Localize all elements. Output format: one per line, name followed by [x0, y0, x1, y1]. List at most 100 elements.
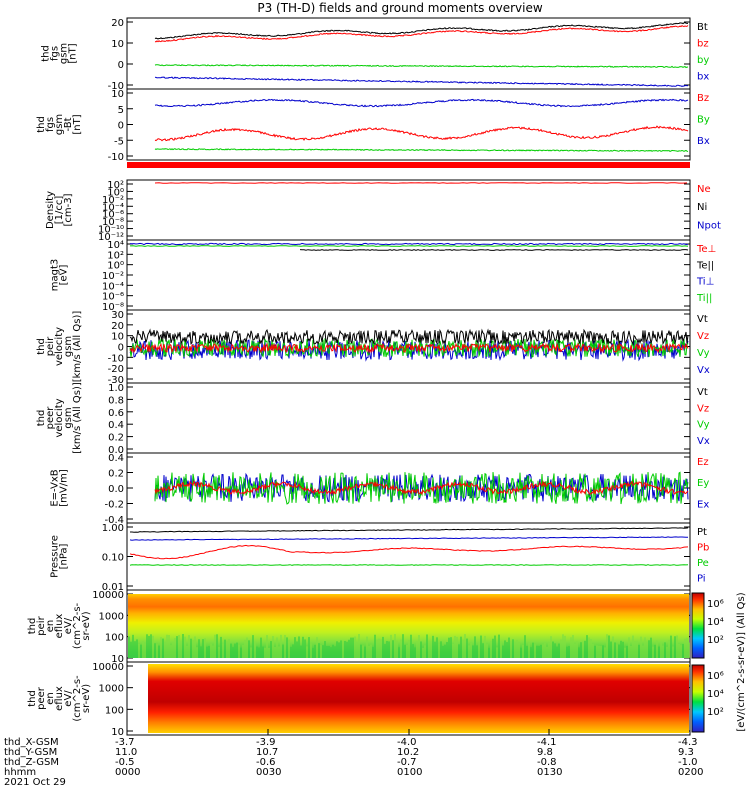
colorbar-tick-label: 10⁴: [707, 617, 724, 628]
spectrogram-noise: [572, 635, 574, 658]
legend-bt: Bt: [697, 22, 708, 33]
spectrogram-noise: [558, 643, 560, 658]
spectrogram-noise: [270, 641, 272, 658]
spectrogram-noise: [518, 642, 520, 658]
panel-efield: 0.4 0.2 0.0 -0.2 -0.4 E=-VxB[mV/m] Ez Ey Ex: [50, 452, 709, 526]
spectrogram-noise: [186, 645, 188, 658]
spectrogram-noise: [424, 645, 426, 658]
spectrogram-noise: [128, 636, 130, 658]
legend-vx: Vx: [697, 436, 710, 447]
spectrogram-noise: [594, 645, 596, 658]
colorbar-tick-label: 10²: [707, 635, 724, 646]
y-tick-label: 0.10: [102, 553, 124, 564]
spectrogram-noise: [420, 641, 422, 658]
spectrogram-noise: [468, 645, 470, 658]
spectrogram-noise: [494, 635, 496, 658]
spectrogram-noise: [202, 639, 204, 658]
y-tick-label: 10⁻⁴: [102, 281, 124, 292]
spectrogram-noise: [334, 646, 336, 658]
spectrogram-noise: [578, 647, 580, 658]
spectrogram-noise: [260, 637, 262, 658]
spectrogram-noise: [378, 638, 380, 658]
y-tick-label: 1000: [99, 684, 124, 695]
spectrogram-noise: [524, 635, 526, 658]
spectrogram-noise: [246, 637, 248, 658]
spectrogram-noise: [402, 634, 404, 658]
legend-vt: Vt: [697, 387, 708, 398]
spectrogram-noise: [508, 637, 510, 658]
y-tick-label: 20: [111, 18, 124, 29]
spectrogram-noise: [214, 634, 216, 658]
spectrogram-noise: [216, 634, 218, 658]
spectrogram-noise: [574, 643, 576, 658]
pt-trace: [130, 527, 689, 533]
spectrogram-noise: [534, 644, 536, 658]
spectrogram-noise: [136, 639, 138, 658]
spectrogram-noise: [276, 637, 278, 658]
legend-pe: Pe: [697, 558, 709, 569]
y-tick-label: -10: [108, 81, 124, 92]
spectrogram-noise: [446, 642, 448, 658]
spectrogram-noise: [414, 647, 416, 658]
panel-fgs_gse: 10 5 0 -5 -10 thdfgsgsm-Bt[nT] Bz By Bx: [36, 88, 710, 163]
spectrogram-noise: [398, 647, 400, 658]
spectrogram-noise: [688, 642, 690, 658]
spectrogram-noise: [164, 642, 166, 658]
spectrogram-noise: [370, 644, 372, 658]
spectrogram-noise: [672, 646, 674, 658]
spectrogram-noise: [318, 643, 320, 658]
spectrogram-noise: [470, 642, 472, 658]
y-tick-label: 100: [105, 705, 124, 716]
y-tick-label: 10²: [107, 250, 124, 261]
spectrogram-noise: [498, 634, 500, 658]
spectrogram-noise: [666, 646, 668, 658]
panel-frame: [126, 239, 691, 311]
x-tick-label: -3.7: [115, 737, 135, 748]
spectrogram-noise: [208, 645, 210, 658]
spectrogram-noise: [642, 645, 644, 658]
te-perp-trace: [129, 242, 689, 246]
y-tick-label: 100: [105, 633, 124, 644]
y-tick-label: 10⁻¹⁰: [98, 225, 124, 236]
spectrogram-noise: [264, 647, 266, 658]
spectrogram-noise: [294, 637, 296, 658]
ne-trace: [154, 182, 688, 184]
spectrogram-noise: [438, 643, 440, 658]
x-tick-label: 11.0: [115, 747, 137, 758]
spectrogram-noise: [354, 636, 356, 658]
spectrogram-noise: [364, 646, 366, 658]
spectrogram-noise: [546, 646, 548, 658]
y-axis-label: thdpeirvelocitygsm[km/s (All Qs)]: [36, 311, 83, 383]
spectrogram-noise: [422, 647, 424, 658]
panel-frame: [126, 522, 691, 591]
spectrogram-noise: [338, 642, 340, 658]
spectrogram-noise: [146, 634, 148, 658]
y-axis-label: thdfgsgsm[nT]: [41, 43, 79, 64]
spectrogram-noise: [684, 638, 686, 658]
legend-npot: Npot: [697, 220, 721, 231]
spectrogram-noise: [496, 647, 498, 658]
ez-trace: [154, 480, 689, 496]
colorbar: [691, 592, 705, 659]
spectrogram-noise: [634, 641, 636, 658]
spectrogram-noise: [408, 640, 410, 658]
spectrogram-noise: [300, 645, 302, 658]
spectrogram-noise: [310, 643, 312, 658]
spectrogram-noise: [600, 646, 602, 658]
spectrogram-noise: [282, 644, 284, 658]
spectrogram-noise: [490, 641, 492, 658]
spectrogram-noise: [348, 639, 350, 658]
x-tick-label: -0.7: [397, 757, 417, 768]
spectrogram-noise: [476, 645, 478, 658]
spectrogram-noise: [544, 642, 546, 658]
spectrogram-noise: [304, 639, 306, 658]
spectrogram-noise: [212, 645, 214, 658]
y-tick-label: 0.0: [108, 445, 124, 456]
spectrogram-noise: [640, 636, 642, 658]
spectrogram-noise: [272, 636, 274, 658]
spectrogram-noise: [232, 647, 234, 658]
spectrogram-noise: [506, 642, 508, 658]
spectrogram-noise: [680, 645, 682, 658]
spectrogram-noise: [532, 642, 534, 658]
y-axis-label: Density[1/cc][cm-3]: [45, 191, 74, 229]
